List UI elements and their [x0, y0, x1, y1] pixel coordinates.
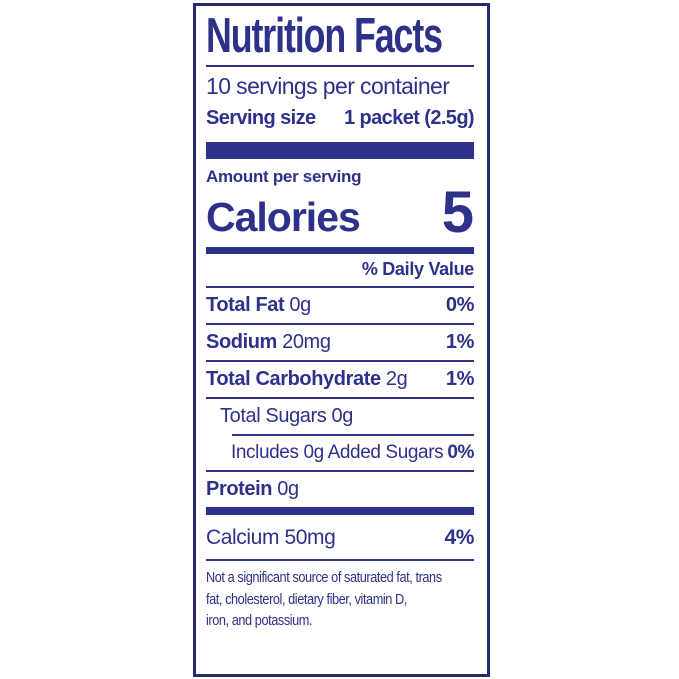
nutrient-amount: 20mg	[282, 330, 331, 353]
serving-size-row: Serving size 1 packet (2.5g)	[206, 101, 475, 142]
nutrient-name: Includes 0g Added Sugars	[231, 441, 444, 463]
nutrient-amount: 2g	[385, 367, 408, 390]
nutrient-amount: 0g	[277, 477, 299, 500]
nutrient-row-total-carbohydrate: Total Carbohydrate 2g 1%	[206, 359, 475, 397]
serving-size-label: Serving size	[206, 106, 316, 129]
nutrient-daily-value: 1%	[445, 330, 475, 353]
title-rule	[206, 64, 474, 67]
nutrient-daily-value: 0%	[447, 441, 474, 463]
nutrient-name-amount: Total Carbohydrate 2g	[206, 367, 408, 391]
nutrient-name: Total Sugars	[220, 404, 327, 427]
nutrient-name: Protein	[206, 477, 273, 500]
nutrient-name: Sodium	[206, 330, 277, 353]
footnote: Not a significant source of saturated fa…	[206, 561, 442, 633]
nutrient-name-amount: Total Sugars 0g	[220, 405, 353, 428]
nutrient-amount: 0g	[331, 404, 354, 427]
nutrient-row-protein: Protein 0g	[206, 469, 474, 507]
serving-size-value: 1 packet (2.5g)	[344, 106, 475, 129]
amount-per-serving-label: Amount per serving	[206, 166, 362, 186]
footnote-line: fat, cholesterol, dietary fiber, vitamin…	[206, 591, 407, 608]
nutrient-row-sodium: Sodium 20mg 1%	[206, 322, 475, 360]
nutrition-facts-label: Nutrition Facts 10 servings per containe…	[193, 3, 490, 677]
nutrient-daily-value: 1%	[445, 367, 475, 390]
footnote-line: iron, and potassium.	[206, 613, 313, 630]
footnote-line: Not a significant source of saturated fa…	[206, 569, 442, 586]
daily-value-header: % Daily Value	[361, 258, 474, 279]
calories-value: 5	[441, 179, 474, 245]
mineral-name: Calcium 50mg	[206, 525, 336, 549]
calories-row: Calories 5	[206, 179, 474, 247]
servings-per-container: 10 servings per container	[206, 72, 450, 99]
nutrient-amount: 0g	[289, 293, 311, 316]
nutrient-row-added-sugars: Includes 0g Added Sugars 0%	[206, 436, 474, 470]
nutrient-name-amount: Total Fat 0g	[206, 294, 311, 317]
protein-separator-bar	[206, 506, 474, 515]
medium-separator-bar	[206, 246, 474, 254]
nutrient-row-total-fat: Total Fat 0g 0%	[206, 285, 475, 323]
nutrient-daily-value: 0%	[445, 293, 475, 316]
nutrition-facts-title: Nutrition Facts	[206, 9, 443, 63]
nutrient-name: Total Carbohydrate	[206, 367, 381, 390]
thick-separator-bar	[206, 141, 474, 159]
nutrient-name: Total Fat	[206, 293, 285, 316]
nutrient-name-amount: Sodium 20mg	[206, 331, 331, 354]
calories-label: Calories	[206, 193, 361, 240]
mineral-daily-value: 4%	[444, 525, 474, 549]
footnote-divider	[206, 558, 474, 561]
indented-divider	[232, 433, 474, 436]
nutrient-name-amount: Protein 0g	[206, 478, 299, 501]
mineral-row-calcium: Calcium 50mg 4%	[206, 515, 474, 559]
nutrient-row-total-sugars: Total Sugars 0g	[206, 396, 474, 434]
